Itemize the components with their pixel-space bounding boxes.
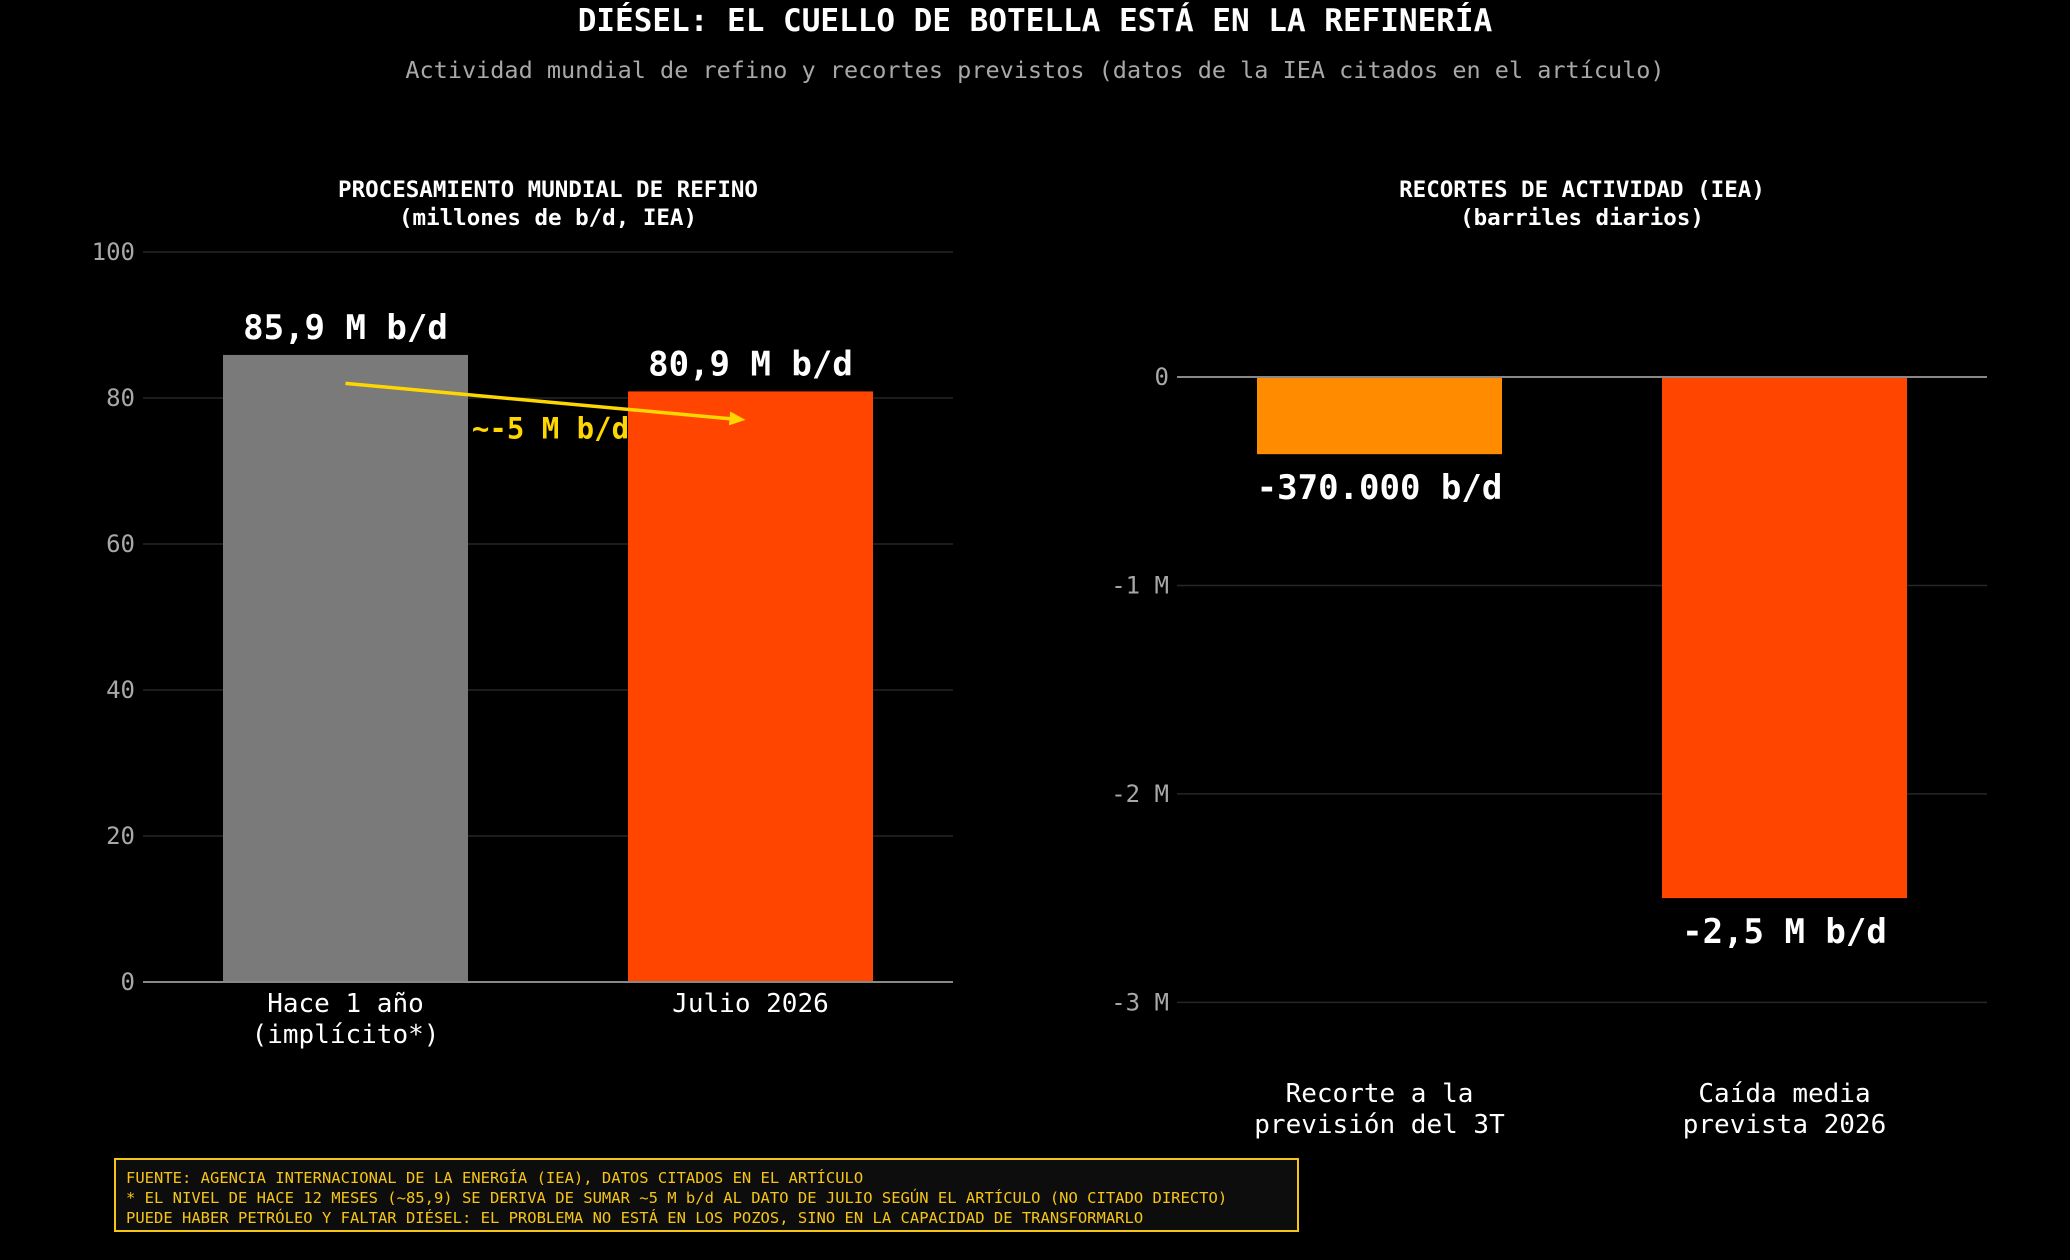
value-label: 80,9 M b/d xyxy=(648,344,853,384)
change-annotation-label: ~-5 M b/d xyxy=(472,412,629,446)
bar-2 xyxy=(1662,377,1907,899)
y-tick-label: -2 M xyxy=(1111,780,1169,808)
value-label: -370.000 b/d xyxy=(1257,468,1503,508)
y-tick-label: 20 xyxy=(106,822,135,850)
derivation-note-line: * EL NIVEL DE HACE 12 MESES (~85,9) SE D… xyxy=(126,1189,1228,1207)
source-note-box: FUENTE: AGENCIA INTERNACIONAL DE LA ENER… xyxy=(114,1158,1299,1232)
y-tick-label: 0 xyxy=(1155,363,1169,391)
page-subtitle: Actividad mundial de refino y recortes p… xyxy=(405,56,1664,84)
bar-1 xyxy=(1257,377,1502,455)
y-tick-label: 80 xyxy=(106,384,135,412)
bar-1 xyxy=(223,354,468,982)
page-title: DIÉSEL: EL CUELLO DE BOTELLA ESTÁ EN LA … xyxy=(578,3,1493,39)
chart-title: PROCESAMIENTO MUNDIAL DE REFINO (millones… xyxy=(338,177,758,231)
y-tick-label: 100 xyxy=(92,238,135,266)
y-tick-label: 60 xyxy=(106,530,135,558)
y-tick-label: 0 xyxy=(121,968,135,996)
y-tick-label: -1 M xyxy=(1111,571,1169,599)
x-category-label: Julio 2026 xyxy=(672,989,829,1019)
x-category-label: Hace 1 año (implícito*) xyxy=(252,989,440,1050)
y-tick-label: 40 xyxy=(106,676,135,704)
value-label: -2,5 M b/d xyxy=(1682,912,1887,952)
bar-2 xyxy=(628,391,873,982)
change-arrow-shaft xyxy=(345,381,736,422)
chart-title: RECORTES DE ACTIVIDAD (IEA) (barriles dia… xyxy=(1399,177,1765,231)
change-arrow-head xyxy=(728,411,746,426)
activity-cuts-chart: RECORTES DE ACTIVIDAD (IEA) (barriles dia… xyxy=(1111,177,1987,1140)
y-tick-label: -3 M xyxy=(1111,988,1169,1016)
refining-throughput-chart: PROCESAMIENTO MUNDIAL DE REFINO (millones… xyxy=(92,177,953,1050)
source-note-line: FUENTE: AGENCIA INTERNACIONAL DE LA ENER… xyxy=(126,1169,864,1187)
x-category-label: Recorte a la previsión del 3T xyxy=(1254,1079,1505,1140)
x-category-label: Caída media prevista 2026 xyxy=(1683,1079,1887,1140)
value-label: 85,9 M b/d xyxy=(243,308,448,348)
conclusion-note-line: PUEDE HABER PETRÓLEO Y FALTAR DIÉSEL: EL… xyxy=(126,1209,1144,1227)
